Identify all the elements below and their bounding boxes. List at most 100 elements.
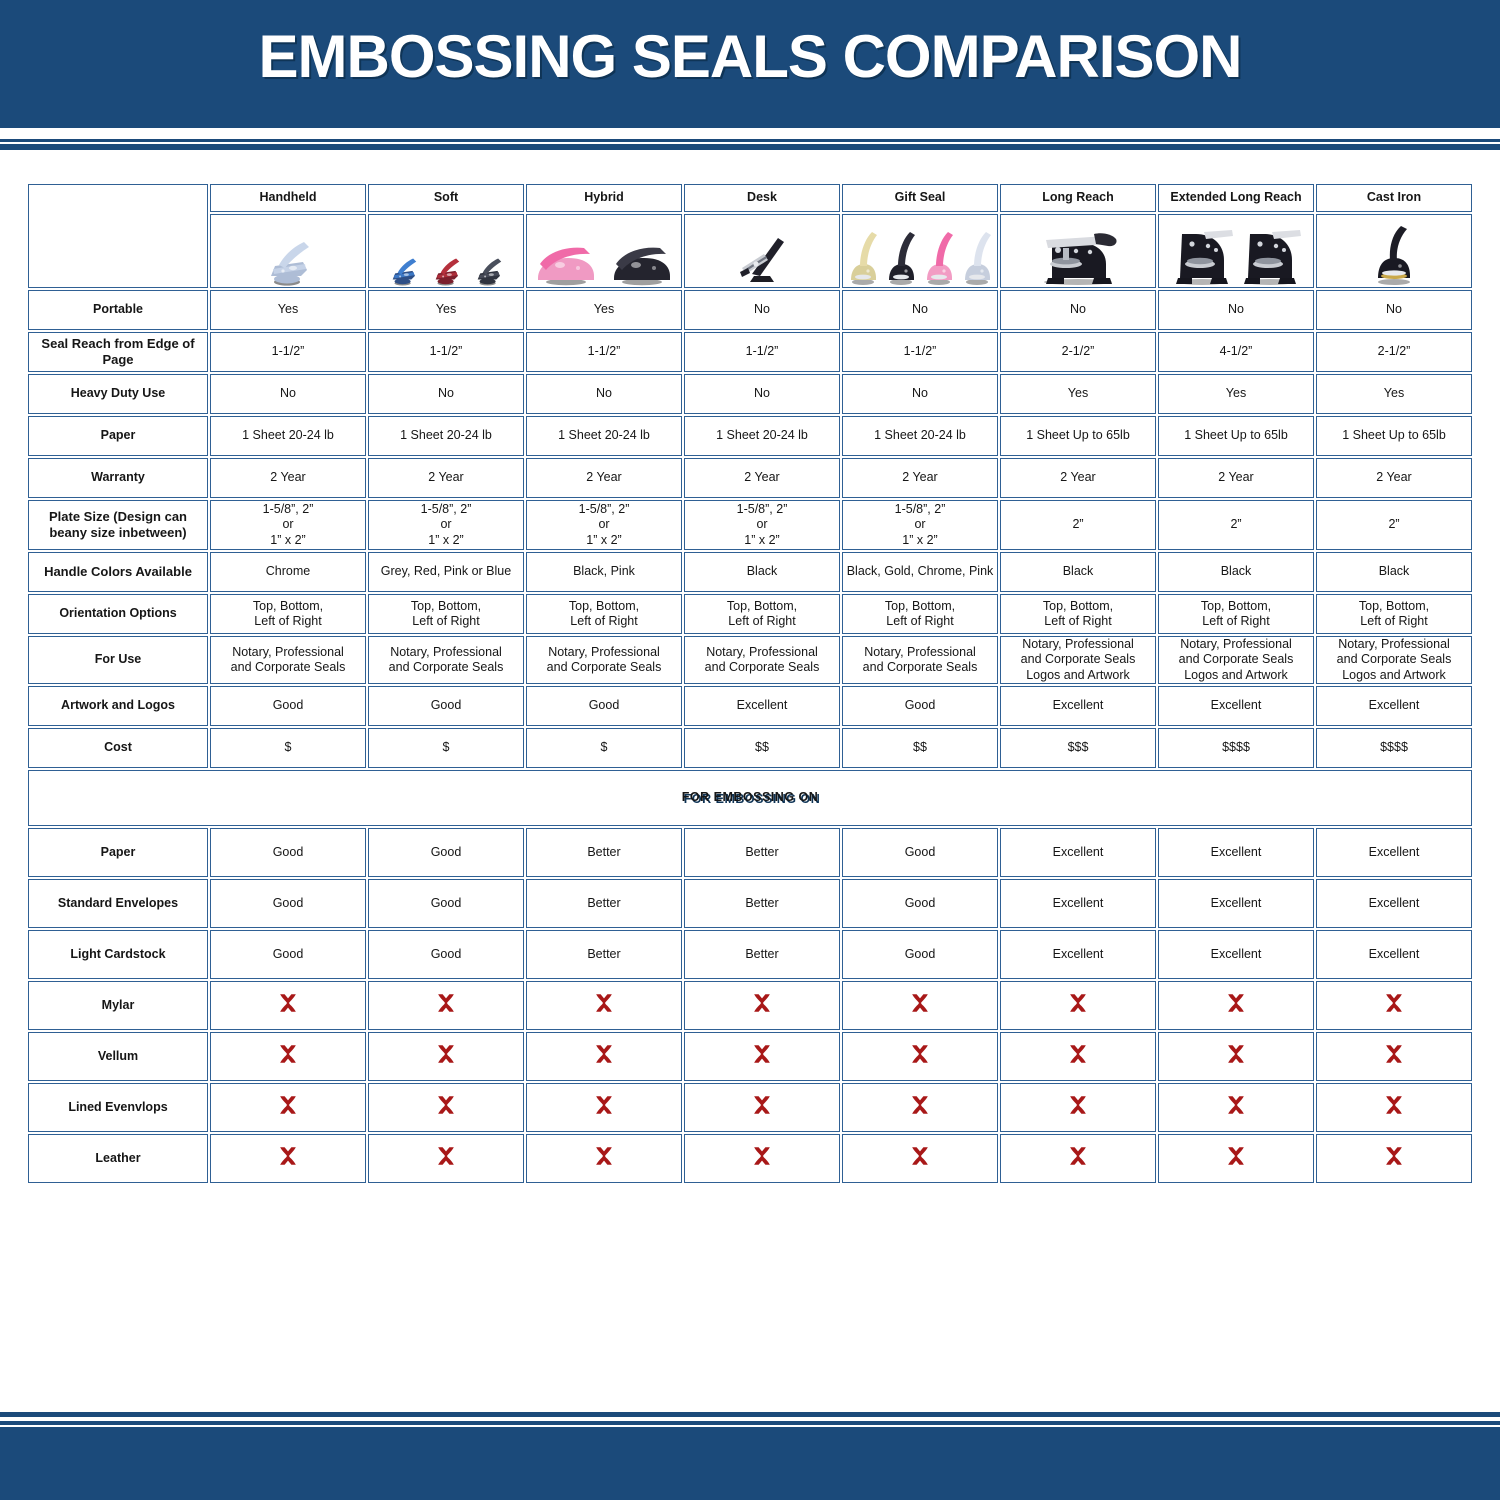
cell: 1-1/2” <box>210 332 366 372</box>
cell: Top, Bottom, Left of Right <box>210 594 366 634</box>
x-mark-icon <box>1224 1093 1248 1117</box>
table-row: Lined Evenvlops <box>28 1082 1472 1132</box>
cell-not-supported <box>368 1133 524 1183</box>
cell-not-supported <box>210 1082 366 1132</box>
column-header-gift-seal[interactable]: Gift Seal <box>842 184 998 212</box>
table-row: Seal Reach from Edge of Page 1-1/2” 1-1/2”… <box>28 332 1472 372</box>
cell: Excellent <box>1000 685 1156 726</box>
cell: Good <box>368 929 524 979</box>
row-label-standard-envelopes: Standard Envelopes <box>28 878 208 928</box>
cell: 1 Sheet Up to 65lb <box>1000 416 1156 456</box>
soft-embosser-icon <box>368 214 524 288</box>
cell: No <box>1000 290 1156 330</box>
page-footer-banner <box>0 1427 1500 1500</box>
x-mark-icon <box>750 1093 774 1117</box>
column-header-cast-iron[interactable]: Cast Iron <box>1316 184 1472 212</box>
x-mark-icon <box>434 1042 458 1066</box>
x-mark-icon <box>434 991 458 1015</box>
x-mark-icon <box>1382 1042 1406 1066</box>
cell-not-supported <box>1158 1133 1314 1183</box>
column-header-hybrid[interactable]: Hybrid <box>526 184 682 212</box>
cell: Good <box>368 878 524 928</box>
cell: Notary, Professional and Corporate Seals <box>842 636 998 684</box>
cell: Good <box>210 878 366 928</box>
table-row: Orientation Options Top, Bottom, Left of … <box>28 594 1472 634</box>
cell: 1 Sheet 20-24 lb <box>368 416 524 456</box>
column-header-extended-long-reach[interactable]: Extended Long Reach <box>1158 184 1314 212</box>
cell: Notary, Professional and Corporate Seals… <box>1316 636 1472 684</box>
cell: Top, Bottom, Left of Right <box>1000 594 1156 634</box>
table-row: Paper Good Good Better Better Good Excellent Ex… <box>28 827 1472 877</box>
x-mark-icon <box>592 1042 616 1066</box>
row-label-orientation-options: Orientation Options <box>28 594 208 634</box>
column-header-desk[interactable]: Desk <box>684 184 840 212</box>
cell: Better <box>684 878 840 928</box>
cell: 2 Year <box>1158 458 1314 498</box>
cell: 1-5/8”, 2” or 1” x 2” <box>684 500 840 550</box>
cell: Yes <box>210 290 366 330</box>
handheld-embosser-icon <box>210 214 366 288</box>
table-row: Handle Colors Available Chrome Grey, Red, … <box>28 552 1472 592</box>
cell: 2” <box>1316 500 1472 550</box>
hybrid-embosser-icon <box>526 214 682 288</box>
cell: Good <box>842 929 998 979</box>
row-label-plate-size-design-can-beany-size-inbetween: Plate Size (Design can beany size inbetw… <box>28 500 208 550</box>
cell: 1-5/8”, 2” or 1” x 2” <box>210 500 366 550</box>
x-mark-icon <box>276 1144 300 1168</box>
cell: $$ <box>842 727 998 768</box>
table-corner-cell: Type of Embosser <box>28 184 208 288</box>
cell: Black <box>1158 552 1314 592</box>
table-row: For Use Notary, Professional and Corporat… <box>28 636 1472 684</box>
cell: Top, Bottom, Left of Right <box>526 594 682 634</box>
section-band-for-embossing-on: FOR EMBOSSING ON <box>28 769 1472 826</box>
table-row-product-images <box>28 214 1472 288</box>
table-row: Paper 1 Sheet 20-24 lb 1 Sheet 20-24 lb 1 S… <box>28 416 1472 456</box>
x-mark-icon <box>908 991 932 1015</box>
cell: Chrome <box>210 552 366 592</box>
x-mark-icon <box>908 1042 932 1066</box>
cell: No <box>842 374 998 414</box>
section-band-row: FOR EMBOSSING ON <box>28 769 1472 826</box>
cell-not-supported <box>684 1031 840 1081</box>
column-header-handheld[interactable]: Handheld <box>210 184 366 212</box>
cell: 1-1/2” <box>368 332 524 372</box>
cell: Notary, Professional and Corporate Seals <box>368 636 524 684</box>
cell: Better <box>684 827 840 877</box>
cell: 2 Year <box>684 458 840 498</box>
row-label-portable: Portable <box>28 290 208 330</box>
long-reach-embosser-icon <box>1000 214 1156 288</box>
x-mark-icon <box>434 1093 458 1117</box>
cell-not-supported <box>1158 1031 1314 1081</box>
cell: 2 Year <box>1000 458 1156 498</box>
cell: No <box>684 290 840 330</box>
x-mark-icon <box>908 1093 932 1117</box>
page-title: EMBOSSING SEALS COMPARISON <box>258 23 1243 90</box>
cell: Top, Bottom, Left of Right <box>684 594 840 634</box>
cell-not-supported <box>210 1031 366 1081</box>
cell: Excellent <box>1158 929 1314 979</box>
cell: 2 Year <box>526 458 682 498</box>
x-mark-icon <box>276 1042 300 1066</box>
cell: No <box>210 374 366 414</box>
table-row: Standard Envelopes Good Good Better Better Go… <box>28 878 1472 928</box>
cell: No <box>526 374 682 414</box>
cell: 2-1/2” <box>1000 332 1156 372</box>
cell-not-supported <box>1316 980 1472 1030</box>
cell: $$ <box>684 727 840 768</box>
table-row: Heavy Duty Use No No No No No Yes Yes Yes <box>28 374 1472 414</box>
cell: 2” <box>1158 500 1314 550</box>
cell: $$$$ <box>1316 727 1472 768</box>
cell-not-supported <box>368 1082 524 1132</box>
cell: Excellent <box>1316 929 1472 979</box>
cell: No <box>1158 290 1314 330</box>
cell-not-supported <box>1316 1082 1472 1132</box>
cell-not-supported <box>368 1031 524 1081</box>
column-header-long-reach[interactable]: Long Reach <box>1000 184 1156 212</box>
extended-long-reach-embosser-icon <box>1158 214 1314 288</box>
cell: Notary, Professional and Corporate Seals <box>684 636 840 684</box>
cell: Excellent <box>1000 827 1156 877</box>
column-header-soft[interactable]: Soft <box>368 184 524 212</box>
cell: 1-1/2” <box>684 332 840 372</box>
row-label-heavy-duty-use: Heavy Duty Use <box>28 374 208 414</box>
x-mark-icon <box>434 1144 458 1168</box>
